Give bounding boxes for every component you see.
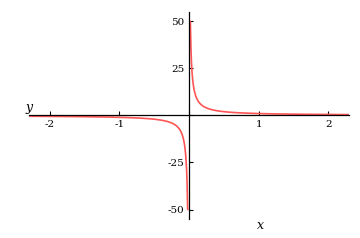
Y-axis label: y: y (25, 100, 32, 114)
X-axis label: x: x (257, 219, 264, 232)
